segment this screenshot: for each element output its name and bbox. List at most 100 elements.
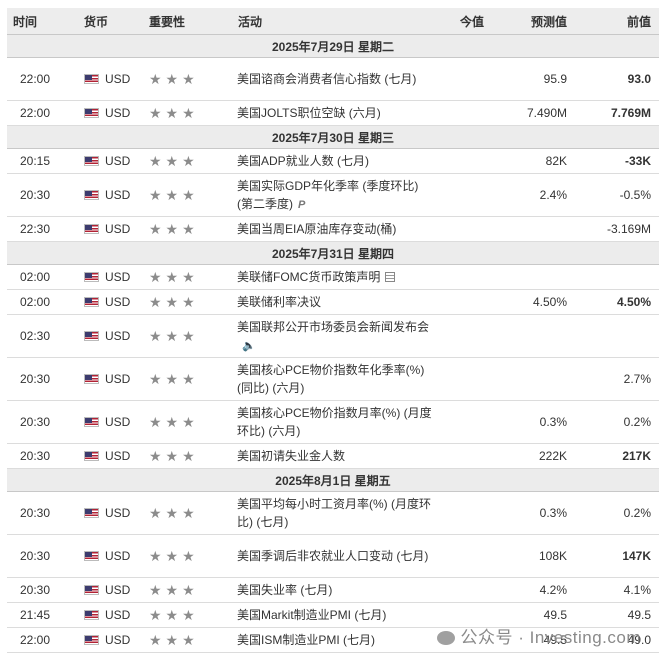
event-actual — [432, 100, 492, 126]
star-icon: ★★★ — [149, 504, 199, 521]
event-name[interactable]: 美国ISM制造业PMI (七月) — [232, 627, 432, 653]
star-icon: ★★★ — [149, 606, 199, 623]
event-row[interactable]: 20:30 USD ★★★ 美国核心PCE物价指数年化季率(%) (同比) (六月) 2… — [7, 357, 659, 401]
event-row[interactable]: 20:30 USD ★★★ 美国平均每小时工资月率(%) (月度环比) (七月) 0.3… — [7, 491, 659, 535]
day-date: 2025年7月30日 星期三 — [7, 125, 659, 149]
event-previous — [575, 264, 659, 290]
event-name[interactable]: 美国失业率 (七月) — [232, 577, 432, 603]
event-row[interactable]: 20:30 USD ★★★ 美国季调后非农就业人口变动 (七月) 108K 147K — [7, 534, 659, 578]
event-row[interactable]: 20:30 USD ★★★ 美国失业率 (七月) 4.2% 4.1% — [7, 577, 659, 603]
event-actual — [432, 314, 492, 358]
event-actual — [432, 602, 492, 628]
event-row[interactable]: 22:00 USD ★★★ 美国JOLTS职位空缺 (六月) 7.490M 7.769M — [7, 100, 659, 126]
document-icon[interactable] — [385, 272, 396, 282]
event-title[interactable]: 美联储利率决议 — [237, 295, 322, 309]
col-actual[interactable]: 今值 — [432, 8, 492, 35]
event-currency: USD — [78, 314, 143, 358]
event-row[interactable]: 20:30 USD ★★★ 美国核心PCE物价指数月率(%) (月度环比) (六月) 0… — [7, 400, 659, 444]
event-forecast: 95.9 — [492, 57, 575, 101]
event-time: 22:00 — [7, 627, 78, 653]
event-actual — [432, 289, 492, 315]
event-name[interactable]: 美国核心PCE物价指数月率(%) (月度环比) (六月) — [232, 400, 432, 444]
event-title[interactable]: 美国季调后非农就业人口变动 (七月) — [237, 549, 429, 563]
event-name[interactable]: 美国核心PCE物价指数年化季率(%) (同比) (六月) — [232, 357, 432, 401]
event-title[interactable]: 美国核心PCE物价指数月率(%) (月度环比) (六月) — [237, 406, 432, 438]
event-name[interactable]: 美国当周EIA原油库存变动(桶) — [232, 216, 432, 242]
event-title[interactable]: 美国实际GDP年化季率 (季度环比) (第二季度) — [237, 178, 419, 211]
event-name[interactable]: 美国ADP就业人数 (七月) — [232, 148, 432, 174]
event-name[interactable]: 美联储FOMC货币政策声明 — [232, 264, 432, 290]
watermark-text: 公众号 · Investing.com — [460, 628, 641, 647]
event-forecast: 222K — [492, 443, 575, 469]
event-actual — [432, 577, 492, 603]
day-header-row: 2025年7月29日 星期二 — [7, 34, 659, 58]
star-icon: ★★★ — [149, 104, 199, 121]
col-previous[interactable]: 前值 — [575, 8, 659, 35]
event-row[interactable]: 21:45 USD ★★★ 美国Markit制造业PMI (七月) 49.5 49.5 — [7, 602, 659, 628]
col-importance[interactable]: 重要性 — [143, 8, 232, 35]
event-title[interactable]: 美国Markit制造业PMI (七月) — [237, 608, 387, 622]
event-currency: USD — [78, 264, 143, 290]
currency-code: USD — [105, 329, 131, 343]
event-row[interactable]: 22:00 USD ★★★ 美国ISM制造业PMI (七月) 49.5 49.0 — [7, 627, 659, 653]
event-previous: 4.1% — [575, 577, 659, 603]
importance-stars: ★★★ — [143, 289, 232, 315]
event-title[interactable]: 美国JOLTS职位空缺 (六月) — [237, 106, 381, 120]
event-currency: USD — [78, 173, 143, 217]
col-event[interactable]: 活动 — [232, 8, 432, 35]
currency-code: USD — [105, 372, 131, 386]
event-previous: 4.50% — [575, 289, 659, 315]
event-title[interactable]: 美国失业率 (七月) — [237, 583, 333, 597]
event-name[interactable]: 美国实际GDP年化季率 (季度环比) (第二季度) P — [232, 173, 432, 217]
event-name[interactable]: 美国平均每小时工资月率(%) (月度环比) (七月) — [232, 491, 432, 535]
event-forecast — [492, 216, 575, 242]
star-icon: ★★★ — [149, 581, 199, 598]
event-title[interactable]: 美联储FOMC货币政策声明 — [237, 270, 381, 284]
event-name[interactable]: 美联储利率决议 — [232, 289, 432, 315]
event-title[interactable]: 美国平均每小时工资月率(%) (月度环比) (七月) — [237, 497, 431, 529]
event-previous: 7.769M — [575, 100, 659, 126]
event-row[interactable]: 20:30 USD ★★★ 美国实际GDP年化季率 (季度环比) (第二季度) P 2.4… — [7, 173, 659, 217]
col-forecast[interactable]: 预测值 — [492, 8, 575, 35]
event-name[interactable]: 美国Markit制造业PMI (七月) — [232, 602, 432, 628]
preliminary-icon[interactable]: P — [298, 198, 306, 211]
event-currency: USD — [78, 216, 143, 242]
currency-code: USD — [105, 295, 131, 309]
event-actual — [432, 173, 492, 217]
event-name[interactable]: 美国联邦公开市场委员会新闻发布会 🔈 — [232, 314, 432, 358]
event-currency: USD — [78, 289, 143, 315]
currency-code: USD — [105, 608, 131, 622]
us-flag-icon — [84, 551, 99, 561]
event-title[interactable]: 美国联邦公开市场委员会新闻发布会 — [237, 319, 430, 334]
day-date: 2025年7月29日 星期二 — [7, 34, 659, 58]
economic-calendar-table: 时间 货币 重要性 活动 今值 预测值 前值 2025年7月29日 星期二 22:… — [7, 8, 659, 653]
event-title[interactable]: 美国谘商会消费者信心指数 (七月) — [237, 72, 417, 86]
speaker-icon[interactable]: 🔈 — [242, 339, 256, 352]
event-row[interactable]: 22:30 USD ★★★ 美国当周EIA原油库存变动(桶) -3.169M — [7, 216, 659, 242]
event-name[interactable]: 美国JOLTS职位空缺 (六月) — [232, 100, 432, 126]
event-row[interactable]: 20:30 USD ★★★ 美国初请失业金人数 222K 217K — [7, 443, 659, 469]
event-row[interactable]: 02:00 USD ★★★ 美联储利率决议 4.50% 4.50% — [7, 289, 659, 315]
event-row[interactable]: 20:15 USD ★★★ 美国ADP就业人数 (七月) 82K -33K — [7, 148, 659, 174]
col-currency[interactable]: 货币 — [78, 8, 143, 35]
event-title[interactable]: 美国ISM制造业PMI (七月) — [237, 633, 375, 647]
us-flag-icon — [84, 272, 99, 282]
event-row[interactable]: 02:00 USD ★★★ 美联储FOMC货币政策声明 — [7, 264, 659, 290]
header-row: 时间 货币 重要性 活动 今值 预测值 前值 — [7, 8, 659, 35]
importance-stars: ★★★ — [143, 57, 232, 101]
col-time[interactable]: 时间 — [7, 8, 78, 35]
event-title[interactable]: 美国当周EIA原油库存变动(桶) — [237, 222, 397, 236]
event-title[interactable]: 美国初请失业金人数 — [237, 449, 346, 463]
event-title[interactable]: 美国ADP就业人数 (七月) — [237, 154, 370, 168]
event-row[interactable]: 02:30 USD ★★★ 美国联邦公开市场委员会新闻发布会 🔈 — [7, 314, 659, 358]
star-icon: ★★★ — [149, 152, 199, 169]
event-row[interactable]: 22:00 USD ★★★ 美国谘商会消费者信心指数 (七月) 95.9 93.0 — [7, 57, 659, 101]
event-name[interactable]: 美国季调后非农就业人口变动 (七月) — [232, 534, 432, 578]
event-time: 20:30 — [7, 173, 78, 217]
us-flag-icon — [84, 224, 99, 234]
event-name[interactable]: 美国初请失业金人数 — [232, 443, 432, 469]
event-name[interactable]: 美国谘商会消费者信心指数 (七月) — [232, 57, 432, 101]
event-title[interactable]: 美国核心PCE物价指数年化季率(%) (同比) (六月) — [237, 363, 425, 395]
star-icon: ★★★ — [149, 293, 199, 310]
currency-code: USD — [105, 449, 131, 463]
